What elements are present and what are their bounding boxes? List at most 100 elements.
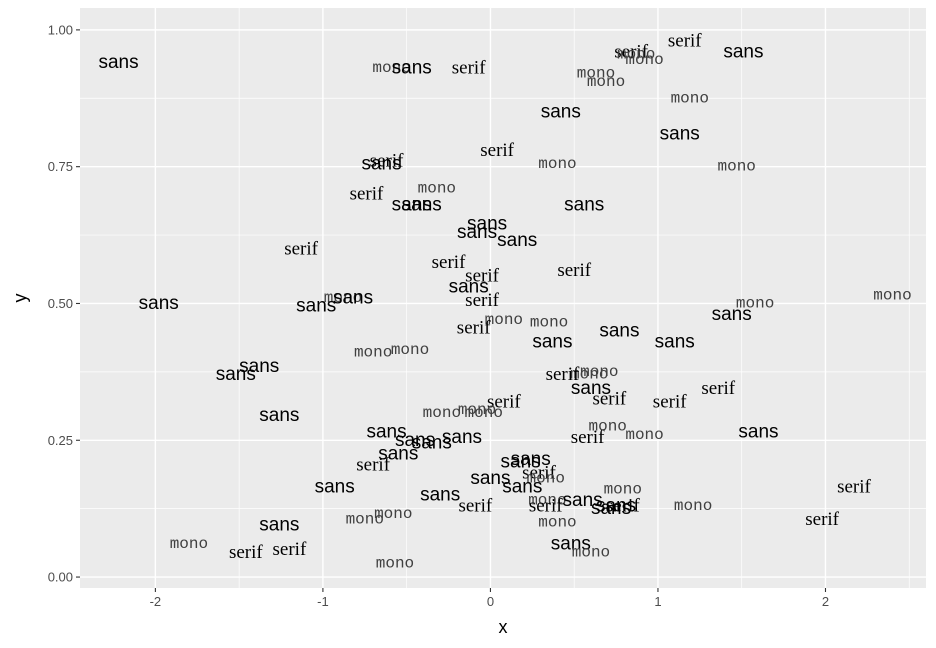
data-point-mono: mono [588, 418, 626, 436]
data-point-sans: sans [366, 422, 406, 443]
data-point-sans: sans [315, 476, 355, 497]
data-point-sans: sans [655, 331, 695, 352]
data-point-sans: sans [551, 534, 591, 555]
data-point-mono: mono [674, 497, 712, 515]
x-axis-title: x [499, 617, 508, 637]
data-point-sans: sans [564, 194, 604, 215]
data-point-sans: sans [738, 422, 778, 443]
data-point-mono: mono [530, 314, 568, 332]
data-point-mono: mono [587, 73, 625, 91]
x-axis: -2 -1 0 1 2 [150, 588, 829, 609]
data-point-sans: sans [449, 277, 489, 298]
data-point-sans: sans [392, 58, 432, 79]
data-point-sans: sans [660, 123, 700, 144]
data-point-serif: serif [557, 260, 591, 281]
data-point-mono: mono [418, 180, 456, 198]
data-point-sans: sans [501, 452, 541, 473]
y-tick-label: 0.25 [48, 433, 73, 448]
major-grid-lines [80, 8, 926, 588]
data-point-mono: mono [528, 491, 566, 509]
data-point-sans: sans [457, 222, 497, 243]
data-point-sans: sans [571, 378, 611, 399]
data-point-serif: serif [432, 252, 466, 273]
data-point-serif: serif [284, 238, 318, 259]
data-point-serif: serif [529, 495, 563, 516]
data-point-sans: sans [723, 41, 763, 62]
x-tick-label: -2 [150, 594, 162, 609]
data-point-mono: mono [170, 535, 208, 553]
data-point-sans: sans [596, 495, 636, 516]
data-point-sans: sans [412, 433, 452, 454]
data-point-mono: mono [570, 366, 608, 384]
data-point-mono: mono [354, 344, 392, 362]
data-point-mono: mono [625, 51, 663, 69]
data-point-serif: serif [805, 509, 839, 530]
data-point-serif: serif [356, 454, 390, 475]
data-point-serif: serif [457, 318, 491, 339]
data-point-mono: mono [458, 401, 496, 419]
data-point-mono: mono [572, 543, 610, 561]
data-point-sans: sans [541, 101, 581, 122]
data-point-mono: mono [465, 404, 503, 422]
data-point-serif: serif [370, 151, 404, 172]
y-tick-label: 0.75 [48, 159, 73, 174]
data-point-sans: sans [361, 153, 401, 174]
y-tick-label: 1.00 [48, 22, 73, 37]
data-point-sans: sans [502, 476, 542, 497]
data-point-serif: serif [522, 463, 556, 484]
data-point-serif: serif [606, 495, 640, 516]
data-point-mono: mono [580, 363, 618, 381]
data-point-mono: mono [538, 155, 576, 173]
data-point-serif: serif [273, 539, 307, 560]
data-point-sans: sans [420, 484, 460, 505]
data-point-mono: mono [604, 481, 642, 499]
x-tick-label: -1 [317, 594, 329, 609]
data-point-sans: sans [442, 427, 482, 448]
data-point-sans: sans [98, 52, 138, 73]
data-point-sans: sans [470, 468, 510, 489]
data-point-mono: mono [671, 89, 709, 107]
data-point-mono: mono [346, 511, 384, 529]
x-tick-label: 1 [654, 594, 661, 609]
data-point-mono: mono [324, 289, 362, 307]
data-point-sans: sans [395, 430, 435, 451]
data-point-serif: serif [458, 495, 492, 516]
data-point-sans: sans [333, 288, 373, 309]
y-axis-title: y [10, 294, 30, 303]
data-point-mono: mono [391, 341, 429, 359]
data-point-sans: sans [402, 194, 442, 215]
data-point-sans: sans [139, 293, 179, 314]
data-point-mono: mono [577, 65, 615, 83]
data-point-mono: mono [717, 158, 755, 176]
data-point-mono: mono [617, 46, 655, 64]
data-point-sans: sans [599, 320, 639, 341]
y-axis: 0.00 0.25 0.50 0.75 1.00 [48, 22, 80, 585]
data-point-mono: mono [374, 505, 412, 523]
x-tick-label: 0 [487, 594, 494, 609]
data-point-serif: serif [546, 364, 580, 385]
data-point-mono: mono [527, 470, 565, 488]
data-point-sans: sans [511, 449, 551, 470]
data-point-mono: mono [423, 404, 461, 422]
plot-panel [80, 8, 926, 588]
data-point-sans: sans [259, 515, 299, 536]
data-point-sans: sans [532, 331, 572, 352]
data-point-sans: sans [296, 296, 336, 317]
data-point-serif: serif [480, 140, 514, 161]
data-point-serif: serif [465, 290, 499, 311]
data-point-sans: sans [216, 364, 256, 385]
data-point-serif: serif [653, 391, 687, 412]
data-point-serif: serif [592, 389, 626, 410]
data-point-sans: sans [712, 304, 752, 325]
data-point-mono: mono [372, 59, 410, 77]
data-point-sans: sans [591, 498, 631, 519]
data-point-sans: sans [563, 490, 603, 511]
data-point-serif: serif [701, 378, 735, 399]
y-tick-label: 0.00 [48, 570, 73, 585]
data-point-mono: mono [485, 311, 523, 329]
data-point-serif: serif [668, 30, 702, 51]
minor-grid-lines [80, 8, 926, 588]
data-point-serif: serif [229, 542, 263, 563]
